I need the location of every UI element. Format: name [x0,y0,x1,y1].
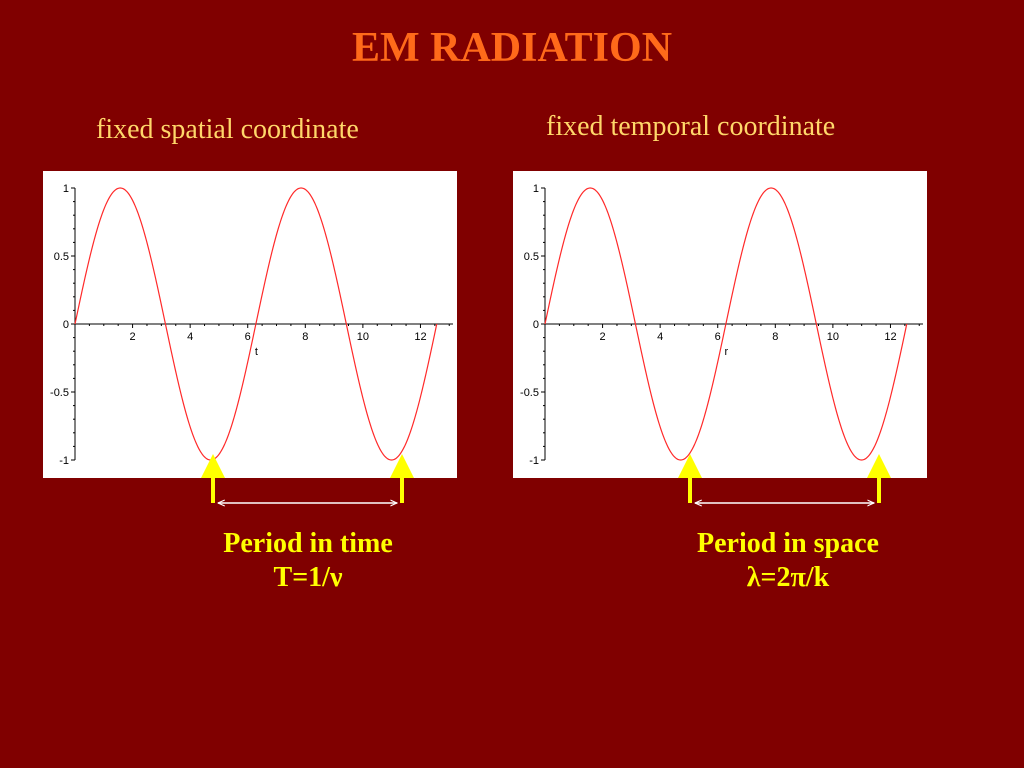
space-plot-x-axis-label: r [725,346,729,358]
time-plot-y-tick-label: -0.5 [50,387,69,399]
time-plot-x-tick-label: 12 [414,331,426,343]
space-plot-y-tick-label: 1 [533,183,539,195]
time-period-label: Period in time [223,528,393,559]
space-plot-x-tick-label: 8 [772,331,778,343]
space-period-formula: λ=2π/k [746,562,830,593]
time-plot-y-tick-label: 0 [63,319,69,331]
time-plot-x-tick-label: 2 [130,331,136,343]
time-plot-svg: 1 0.5 0 -0.5 -1 2 4 6 8 10 12 t [50,183,453,467]
time-plot-x-tick-label: 6 [245,331,251,343]
time-plot-x-tick-label: 4 [187,331,193,343]
space-period-label: Period in space [697,528,879,559]
time-plot-x-axis-label: t [255,346,258,358]
time-plot-x-tick-label: 8 [302,331,308,343]
space-plot-x-tick-label: 2 [600,331,606,343]
space-plot-y-tick-label: 0.5 [524,251,539,263]
space-period-caption: Period in space λ=2π/k [648,527,928,595]
time-period-caption: Period in time T=1/ν [168,527,448,595]
space-plot-sine-curve [544,187,908,461]
space-plot-y-tick-label: -0.5 [520,387,539,399]
space-plot-x-tick-label: 6 [715,331,721,343]
space-plot-x-tick-label: 10 [827,331,839,343]
time-plot-y-tick-label: 0.5 [54,251,69,263]
space-plot: 1 0.5 0 -0.5 -1 2 4 6 8 10 12 r [513,171,927,478]
slide-title: EM RADIATION [351,25,673,71]
time-plot-x-tick-label: 10 [357,331,369,343]
space-plot-x-tick-label: 4 [657,331,663,343]
left-subtitle: fixed spatial coordinate [96,114,359,145]
right-subtitle: fixed temporal coordinate [546,111,836,142]
time-period-formula: T=1/ν [273,562,343,593]
space-plot-y-tick-label: -1 [529,455,539,467]
space-plot-svg: 1 0.5 0 -0.5 -1 2 4 6 8 10 12 r [520,183,923,467]
time-plot: 1 0.5 0 -0.5 -1 2 4 6 8 10 12 t [43,171,457,478]
time-plot-sine-curve [74,187,438,461]
time-plot-y-tick-label: -1 [59,455,69,467]
time-plot-y-tick-label: 1 [63,183,69,195]
space-plot-y-tick-label: 0 [533,319,539,331]
space-plot-x-tick-label: 12 [884,331,896,343]
